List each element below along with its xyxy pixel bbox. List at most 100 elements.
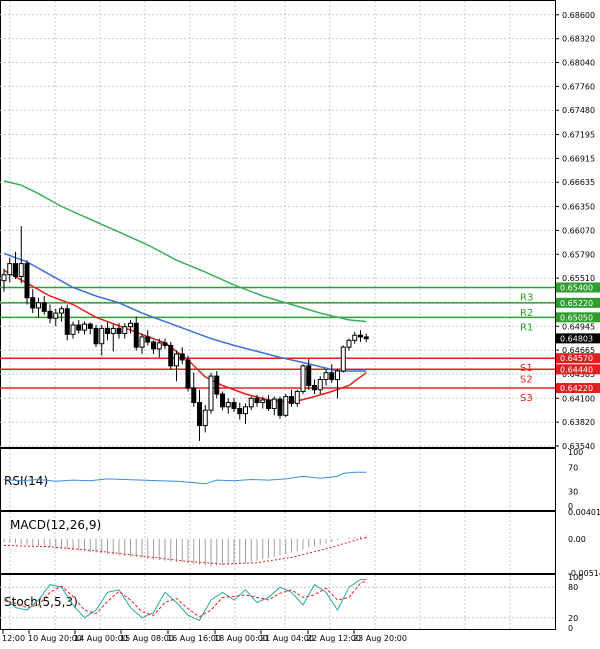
candle-body: [70, 324, 76, 335]
stoch-tick-label: 0: [568, 624, 573, 633]
rsi-axis-label: 100: [568, 448, 583, 457]
candle-body: [289, 396, 294, 404]
price-tick-label: 0.63540: [562, 442, 595, 451]
price-tick-label: 0.65510: [562, 274, 595, 283]
candle-body: [139, 336, 145, 348]
candle-body: [110, 327, 116, 335]
level-tag-label: 0.64440: [560, 365, 593, 374]
stoch-k-line: [3, 579, 367, 622]
price-tick-label: 0.65790: [562, 250, 595, 259]
price-tick-label: 0.64385: [562, 370, 595, 379]
candle-body: [208, 375, 214, 411]
time-tick-label: 18 Aug 00:00: [214, 634, 268, 643]
candle-body: [36, 302, 41, 309]
candle-body: [317, 379, 323, 391]
level-label-s2: S2: [520, 374, 533, 385]
candle-body: [358, 334, 363, 338]
candle-body: [277, 398, 283, 416]
candle-body: [13, 263, 18, 277]
candle-body: [323, 372, 329, 381]
level-tag-r2: [556, 297, 600, 308]
candles: [1, 226, 369, 441]
level-label-s3: S3: [520, 393, 533, 404]
candle-body: [312, 384, 317, 391]
level-tag-label: 0.64570: [560, 354, 593, 363]
time-tick-label: 21 Aug 04:00: [260, 634, 314, 643]
candle-body: [179, 353, 185, 361]
candle-body: [340, 346, 346, 372]
candle-body: [93, 327, 99, 345]
candle-body: [346, 339, 352, 348]
candle-body: [197, 402, 202, 427]
stoch-tick-label: 80: [568, 583, 578, 592]
candle-body: [87, 323, 93, 329]
time-tick-label: 12:00: [2, 634, 25, 643]
candle-body: [294, 390, 300, 404]
candle-body: [271, 398, 277, 410]
level-tag-s2: [556, 364, 600, 375]
time-tick-label: 15 Aug 08:00: [120, 634, 174, 643]
price-tick-label: 0.63820: [562, 418, 595, 427]
macd-tick-label: 0.004017: [568, 508, 600, 517]
candle-body: [214, 375, 220, 395]
candle-body: [133, 322, 139, 348]
price-tick-label: 0.68040: [562, 59, 595, 68]
level-tag-r3: [556, 282, 600, 293]
rsi-pane: [0, 448, 556, 511]
grid: [0, 1, 555, 629]
price-tick-label: 0.67480: [562, 106, 595, 115]
price-tick-label: 0.67195: [562, 131, 595, 140]
current-price-tag: [556, 333, 600, 344]
level-label-r1: R1: [520, 322, 533, 333]
price-tick-label: 0.66915: [562, 154, 595, 163]
stoch-d-line: [3, 580, 367, 618]
level-tag-s3: [556, 383, 600, 394]
candle-body: [64, 308, 70, 335]
candle-body: [260, 399, 266, 404]
stoch-tick-label: 20: [568, 614, 578, 623]
candle-body: [47, 310, 53, 319]
rsi-tick-label: 30: [568, 488, 578, 497]
time-tick-label: 10 Aug 20:00: [28, 634, 82, 643]
time-tick-label: 16 Aug 16:00: [167, 634, 221, 643]
macd-tick-label: -0.00514: [568, 569, 600, 578]
level-tag-label: 0.64220: [560, 384, 593, 393]
candle-body: [254, 397, 260, 404]
candle-body: [306, 365, 312, 386]
price-tick-label: 0.66350: [562, 203, 595, 212]
time-tick-label: 14 Aug 00:00: [74, 634, 128, 643]
price-tick-label: 0.64665: [562, 346, 595, 355]
candle-body: [41, 302, 47, 312]
candle-body: [128, 322, 133, 328]
rsi-line: [3, 471, 367, 485]
price-tick-label: 0.66070: [562, 226, 595, 235]
rsi-indicator: RSI(14) 100 70 30 0: [3, 448, 583, 511]
candle-body: [156, 342, 162, 350]
rsi-tick-label: 70: [568, 463, 578, 472]
ma-green-line: [3, 180, 367, 323]
macd-tick-label: 0.00: [568, 535, 586, 544]
price-tick-label: 0.68320: [562, 35, 595, 44]
candle-body: [225, 402, 231, 408]
stoch-title: Stoch(5,5,3): [4, 595, 78, 609]
rsi-title: RSI(14): [4, 474, 48, 488]
candle-body: [243, 406, 248, 415]
candle-body: [168, 344, 174, 367]
price-pane: [0, 0, 556, 448]
current-price-label: 0.64803: [560, 334, 593, 343]
level-tag-label: 0.65050: [560, 313, 593, 322]
stoch-pane: [0, 574, 556, 630]
candle-body: [145, 336, 151, 343]
level-tag-r1: [556, 312, 600, 323]
level-tag-label: 0.65400: [560, 283, 593, 292]
price-tick-label: 0.66635: [562, 178, 595, 187]
candle-body: [248, 397, 254, 408]
candle-body: [335, 370, 340, 381]
candle-body: [105, 327, 110, 335]
candle-body: [352, 334, 358, 341]
candle-body: [231, 402, 237, 410]
price-tags: 0.65400 0.65220 0.65050 0.64570 0.64440 0.642…: [556, 282, 600, 394]
